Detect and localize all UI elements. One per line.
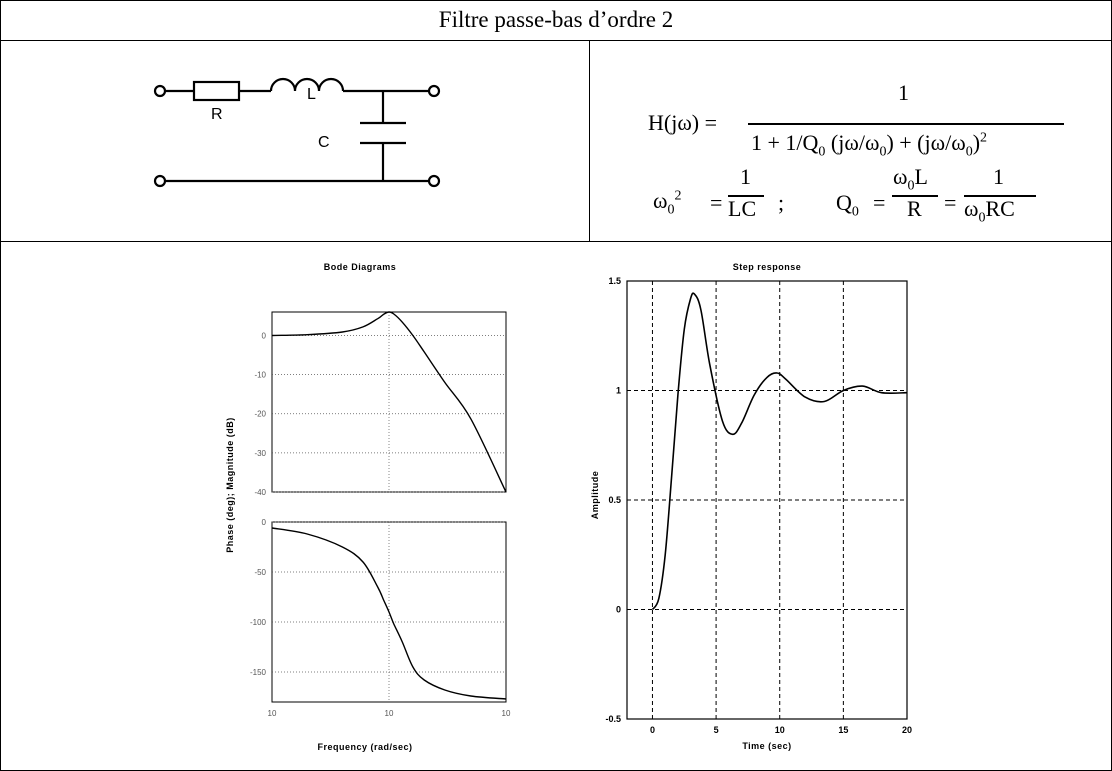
input-terminal-bottom bbox=[153, 174, 167, 188]
h-denominator: 1 + 1/Q0 (jω/ω0) + (jω/ω0)2 bbox=[751, 130, 988, 160]
bode-y-tick: 0 bbox=[262, 518, 267, 527]
step-y-tick: 0.5 bbox=[608, 495, 621, 505]
step-x-tick: 0 bbox=[650, 725, 655, 735]
bode-y-tick: -30 bbox=[254, 449, 266, 458]
bode-x-tick: 10 bbox=[502, 709, 511, 718]
magnitude-curve bbox=[271, 311, 507, 493]
bode-phase-plot: 0 -50 -100 -150 10 10 10 bbox=[250, 518, 511, 718]
bode-title: Bode Diagrams bbox=[323, 262, 397, 272]
row-divider-1 bbox=[0, 40, 1112, 41]
step-ylabel: Amplitude bbox=[590, 470, 600, 520]
inductor-label: L bbox=[307, 86, 316, 103]
q-denominator: R bbox=[907, 196, 922, 221]
step-y-tick: 1.5 bbox=[608, 276, 621, 286]
h-numerator: 1 bbox=[898, 80, 909, 105]
q-numerator-2: 1 bbox=[993, 164, 1004, 189]
page-title: Filtre passe-bas d’ordre 2 bbox=[438, 7, 674, 32]
bode-y-tick: -100 bbox=[250, 618, 267, 627]
bode-y-tick: -50 bbox=[254, 568, 266, 577]
separator: ; bbox=[778, 190, 785, 215]
inductor-symbol bbox=[269, 77, 345, 92]
column-divider bbox=[589, 40, 590, 241]
capacitor-label: C bbox=[318, 134, 330, 151]
step-response-plot: 0 5 10 15 20 -0.5 0 0.5 1 1.5 bbox=[605, 276, 912, 735]
step-y-tick: 1 bbox=[616, 386, 621, 396]
bode-y-tick: -20 bbox=[254, 410, 266, 419]
step-x-tick: 15 bbox=[838, 725, 848, 735]
q-denominator-2: ω0RC bbox=[964, 196, 1015, 226]
step-x-tick: 5 bbox=[714, 725, 719, 735]
h-lhs: H(jω) = bbox=[648, 110, 718, 135]
bode-magnitude-plot: 0 -10 -20 -30 -40 bbox=[254, 311, 507, 497]
row-divider-2 bbox=[0, 241, 1112, 242]
eq-sign-3: = bbox=[944, 190, 957, 215]
q-fraction-bar-1 bbox=[892, 195, 938, 197]
eq-sign-1: = bbox=[710, 190, 723, 215]
phase-curve bbox=[271, 527, 507, 700]
q-fraction-bar-2 bbox=[964, 195, 1036, 197]
q0-lhs: Q0 bbox=[836, 190, 859, 220]
bode-y-tick: -150 bbox=[250, 668, 267, 677]
q-numerator: ω0L bbox=[893, 164, 928, 194]
step-x-tick: 10 bbox=[775, 725, 785, 735]
bode-y-tick: -40 bbox=[254, 488, 266, 497]
step-title: Step response bbox=[732, 262, 802, 272]
step-response-curve bbox=[651, 292, 908, 610]
step-y-tick: 0 bbox=[616, 605, 621, 615]
step-x-tick: 20 bbox=[902, 725, 912, 735]
output-terminal-top bbox=[427, 84, 441, 98]
omega0-squared: ω02 bbox=[653, 188, 682, 218]
h-fraction-bar bbox=[748, 123, 1064, 125]
w0-numerator: 1 bbox=[740, 164, 751, 189]
bode-x-tick: 10 bbox=[385, 709, 394, 718]
step-xlabel: Time (sec) bbox=[742, 741, 792, 751]
resistor-label: R bbox=[211, 106, 223, 123]
step-y-tick: -0.5 bbox=[605, 714, 621, 724]
output-terminal-bottom bbox=[427, 174, 441, 188]
bode-ylabel: Phase (deg); Magnitude (dB) bbox=[225, 417, 235, 553]
eq-sign-2: = bbox=[873, 190, 886, 215]
circuit-diagram bbox=[153, 77, 441, 188]
bode-y-tick: -10 bbox=[254, 371, 266, 380]
resistor-symbol bbox=[192, 80, 241, 102]
bode-xlabel: Frequency (rad/sec) bbox=[317, 742, 413, 752]
w0-denominator: LC bbox=[728, 196, 757, 221]
bode-x-tick: 10 bbox=[268, 709, 277, 718]
w0-fraction-bar bbox=[728, 195, 764, 197]
input-terminal-top bbox=[153, 84, 167, 98]
bode-y-tick: 0 bbox=[262, 331, 267, 340]
